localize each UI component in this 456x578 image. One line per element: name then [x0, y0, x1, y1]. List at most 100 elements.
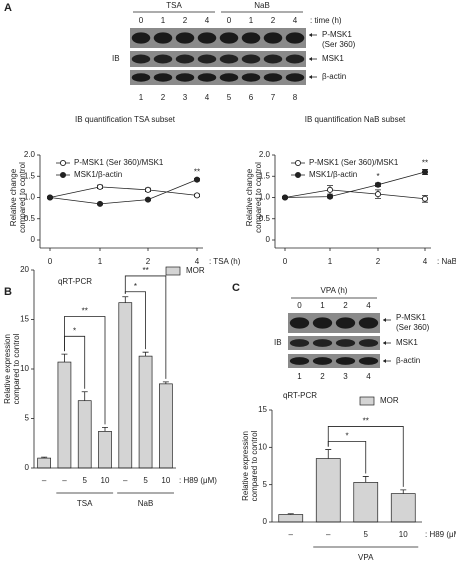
- error-bar: [400, 489, 407, 494]
- lane-label: 1: [320, 301, 325, 310]
- lane-number: 3: [183, 93, 188, 102]
- band: [285, 73, 305, 82]
- band: [263, 32, 283, 44]
- lane-label: 4: [205, 16, 210, 25]
- lane-number: 4: [205, 93, 210, 102]
- lane-label: 2: [183, 16, 188, 25]
- band: [263, 73, 283, 82]
- y-label: compared to control: [18, 162, 27, 233]
- x-tick-label: 2: [146, 257, 151, 266]
- x-tick-label: 5: [143, 476, 148, 485]
- marker: [421, 168, 429, 176]
- band: [335, 339, 356, 347]
- x-tick-label: 4: [423, 257, 428, 266]
- y-label: compared to control: [254, 162, 263, 233]
- lane-number: 2: [320, 372, 325, 381]
- significance: **: [142, 266, 148, 275]
- blot: [288, 354, 380, 368]
- lane-label: 2: [271, 16, 276, 25]
- group-label: NaB: [254, 1, 270, 10]
- lane-number: 5: [227, 93, 232, 102]
- error-bar: [362, 476, 369, 483]
- blot: [288, 313, 380, 333]
- marker: [96, 183, 104, 190]
- legend-label: MSK1/β-actin: [309, 170, 357, 179]
- band: [131, 32, 151, 44]
- row-label: P-MSK1: [322, 30, 352, 39]
- x-tick-label: –: [62, 476, 67, 485]
- y-tick-label: 0: [25, 463, 30, 472]
- group-label: NaB: [138, 499, 154, 508]
- y-tick-label: 0.5: [24, 214, 36, 223]
- lane-label: 1: [161, 16, 166, 25]
- x-label: : NaB (h): [437, 257, 456, 266]
- band: [175, 54, 195, 64]
- chart-title: IB quantification TSA subset: [75, 115, 176, 124]
- series-line: [49, 186, 198, 198]
- x-tick-label: 2: [376, 257, 381, 266]
- band: [285, 32, 305, 44]
- legend-marker: [59, 171, 67, 179]
- arrow-head: [309, 75, 312, 79]
- marker: [144, 196, 152, 203]
- legend-label: MSK1/β-actin: [74, 170, 122, 179]
- lane-unit: : time (h): [310, 16, 342, 25]
- blot: [130, 51, 306, 67]
- significance: *: [134, 282, 137, 291]
- legend-swatch: [359, 396, 375, 406]
- band: [131, 73, 151, 82]
- ib-label: IB: [112, 54, 120, 63]
- arrow-head: [383, 359, 386, 363]
- series-line: [284, 189, 426, 200]
- ib-label: IB: [274, 338, 282, 347]
- marker: [281, 194, 289, 201]
- error-bar: [142, 351, 149, 357]
- band: [312, 317, 333, 329]
- y-tick-label: 10: [258, 442, 267, 451]
- error-bar: [61, 353, 68, 363]
- lane-number: 7: [271, 93, 276, 102]
- lane-number: 6: [249, 93, 254, 102]
- y-label: compared to control: [12, 333, 21, 404]
- band: [241, 32, 261, 44]
- series-line: [49, 179, 198, 205]
- y-tick-label: 1.0: [259, 193, 271, 202]
- band: [241, 54, 261, 64]
- row-label: (Ser 360): [322, 40, 356, 49]
- band: [358, 317, 379, 329]
- bar: [138, 355, 153, 469]
- chart-title: IB quantification NaB subset: [305, 115, 406, 124]
- significance: **: [194, 167, 200, 176]
- lane-number: 1: [139, 93, 144, 102]
- x-tick-label: 5: [364, 530, 369, 539]
- y-tick-label: 0: [266, 235, 271, 244]
- y-label: compared to control: [250, 430, 259, 501]
- y-tick-label: 20: [20, 265, 29, 274]
- band: [175, 73, 195, 82]
- bar: [278, 514, 304, 523]
- band: [219, 32, 239, 44]
- band: [153, 54, 173, 64]
- y-tick-label: 5: [25, 414, 30, 423]
- band: [175, 32, 195, 44]
- y-label: Relative change: [245, 168, 254, 226]
- legend-label: MOR: [186, 266, 205, 275]
- legend-label: P-MSK1 (Ser 360)/MSK1: [309, 158, 399, 167]
- lane-label: 0: [227, 16, 232, 25]
- lane-number: 3: [343, 372, 348, 381]
- arrow-head: [383, 341, 386, 345]
- row-label: (Ser 360): [396, 323, 430, 332]
- y-tick-label: 5: [263, 480, 268, 489]
- error-bar: [81, 391, 88, 401]
- blot: [130, 70, 306, 85]
- y-tick-label: 0: [31, 235, 36, 244]
- x-label: : H89 (μM): [179, 476, 217, 485]
- bar: [390, 493, 416, 523]
- group-label: TSA: [166, 1, 182, 10]
- lane-number: 1: [297, 372, 302, 381]
- sig-bracket: [327, 426, 404, 487]
- lane-label: 0: [139, 16, 144, 25]
- band: [312, 357, 333, 365]
- y-tick-label: 1.5: [24, 171, 36, 180]
- arrow-head: [309, 33, 312, 37]
